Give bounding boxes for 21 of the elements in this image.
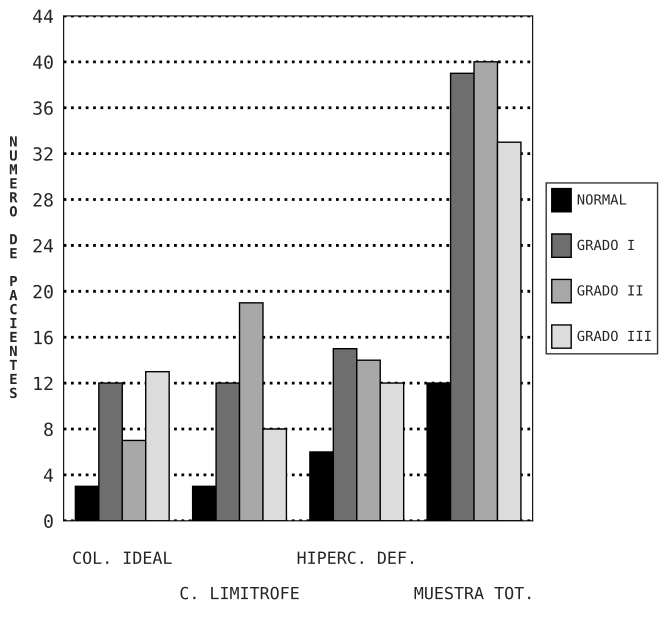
y-tick-label: 20 [34, 284, 53, 298]
y-tick-label: 16 [34, 330, 53, 344]
y-tick-label: 40 [33, 55, 53, 70]
x-tick-label: MUESTRA TOT. [414, 586, 530, 600]
y-tick-label: 0 [44, 514, 53, 528]
y-tick-label: 4 [44, 468, 54, 482]
text: NUMERO DE PACIENTES [9, 136, 18, 398]
x-tick-label: C. LIMITROFE [180, 586, 299, 600]
y-tick-label: 12 [34, 376, 52, 390]
y-tick-label: 36 [33, 101, 53, 115]
legend-label: GRADO II [577, 285, 642, 296]
legend-label: GRADO I [577, 240, 634, 250]
y-tick-label: 8 [44, 422, 53, 436]
x-tick-label: COL. IDEAL [73, 551, 172, 564]
x-tick-label: HIPERC. DEF. [298, 551, 413, 564]
y-tick-label: 44 [33, 10, 54, 23]
y-tick-label: 32 [33, 147, 52, 161]
y-tick-label: 28 [34, 193, 53, 207]
legend-label: NORMAL [578, 194, 626, 205]
y-tick-label: 24 [34, 238, 54, 252]
legend-label: GRADO III [577, 330, 651, 342]
